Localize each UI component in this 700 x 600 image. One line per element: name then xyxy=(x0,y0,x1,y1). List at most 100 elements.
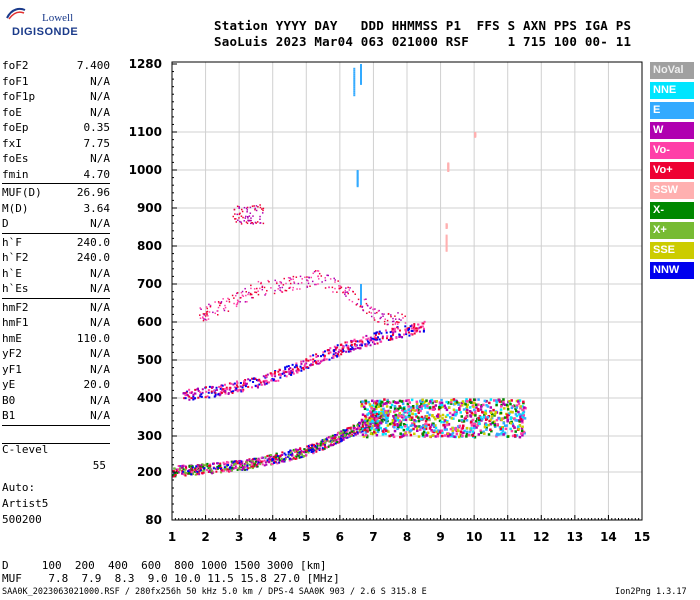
echo-point xyxy=(208,469,211,472)
echo-point xyxy=(407,398,410,402)
echo-point xyxy=(247,378,250,381)
echo-point xyxy=(376,420,379,423)
echo-point xyxy=(391,327,394,330)
echo-point xyxy=(460,401,464,405)
echo-point xyxy=(261,286,263,289)
echo-point xyxy=(220,384,223,387)
echo-point xyxy=(440,401,444,405)
echo-point xyxy=(384,329,387,332)
legend-item: X+ xyxy=(650,222,694,239)
echo-point xyxy=(268,454,271,457)
echo-point xyxy=(404,416,408,419)
echo-point xyxy=(379,416,382,419)
echo-point xyxy=(487,423,490,427)
echo-point xyxy=(506,416,509,419)
echo-point xyxy=(371,404,375,407)
echo-point xyxy=(372,341,375,344)
echo-point xyxy=(332,356,335,359)
echo-point xyxy=(284,366,287,369)
echo-point xyxy=(376,311,378,314)
echo-point xyxy=(393,429,397,433)
echo-point xyxy=(277,288,279,290)
echo-point xyxy=(276,282,278,285)
echo-point xyxy=(201,388,204,391)
echo-point xyxy=(505,403,509,407)
echo-streak xyxy=(353,82,356,85)
param-name: M(D) xyxy=(2,201,29,215)
echo-point xyxy=(506,405,510,408)
echo-point xyxy=(353,431,356,434)
echo-point xyxy=(254,221,257,224)
param-value: 55 xyxy=(92,458,106,472)
echo-point xyxy=(284,289,287,292)
echo-point xyxy=(210,391,213,394)
echo-point xyxy=(230,460,233,463)
echo-point xyxy=(398,333,401,336)
echo-point xyxy=(367,424,370,427)
echo-point xyxy=(341,435,344,438)
echo-point xyxy=(230,390,233,393)
echo-point xyxy=(332,437,335,440)
echo-point xyxy=(235,387,238,390)
x-tick-label: 4 xyxy=(269,530,277,544)
echo-point xyxy=(479,405,483,408)
echo-point xyxy=(262,222,265,225)
echo-point xyxy=(425,418,429,421)
echo-point xyxy=(434,435,438,438)
echo-point xyxy=(319,442,322,445)
echo-point xyxy=(493,412,497,416)
echo-point xyxy=(509,421,513,425)
echo-point xyxy=(279,286,281,289)
echo-point xyxy=(336,291,338,293)
echo-point xyxy=(362,309,365,312)
echo-point xyxy=(410,418,413,422)
echo-point xyxy=(283,277,285,280)
echo-point xyxy=(495,418,499,422)
echo-point xyxy=(421,417,424,421)
echo-point xyxy=(345,287,347,289)
echo-point xyxy=(255,457,258,460)
logo-text-digisonde: DIGISONDE xyxy=(12,26,79,38)
echo-point xyxy=(378,399,382,403)
echo-point xyxy=(241,210,244,213)
echo-point xyxy=(375,434,379,437)
echo-point xyxy=(309,358,312,361)
echo-point xyxy=(252,215,254,217)
echo-point xyxy=(432,405,435,409)
echo-point xyxy=(255,205,258,207)
echo-point xyxy=(465,430,469,434)
echo-point xyxy=(253,463,256,466)
echo-point xyxy=(438,401,442,404)
param-row: B0 N/A xyxy=(2,393,110,409)
echo-point xyxy=(330,443,333,446)
param-value: 7.75 xyxy=(83,136,111,150)
echo-point xyxy=(304,276,306,279)
param-divider xyxy=(2,183,110,184)
echo-point xyxy=(371,420,375,424)
echo-point xyxy=(508,412,511,415)
echo-streak xyxy=(360,288,362,291)
echo-point xyxy=(236,303,239,305)
echo-point xyxy=(369,336,372,339)
echo-point xyxy=(208,385,211,388)
echo-point xyxy=(459,411,462,414)
echo-point xyxy=(431,413,434,417)
echo-point xyxy=(252,377,255,380)
echo-point xyxy=(279,376,282,379)
echo-point xyxy=(270,373,273,376)
echo-point xyxy=(435,430,438,433)
echo-point xyxy=(245,294,247,297)
echo-point xyxy=(418,425,421,428)
y-tick-label: 400 xyxy=(137,391,162,405)
echo-point xyxy=(372,340,375,343)
echo-point xyxy=(238,207,240,209)
echo-point xyxy=(479,416,482,419)
echo-point xyxy=(217,466,220,469)
echo-point xyxy=(257,379,260,382)
echo-point xyxy=(331,356,334,359)
echo-point xyxy=(194,397,197,400)
echo-point xyxy=(474,412,477,415)
echo-point xyxy=(350,343,353,346)
echo-point xyxy=(299,275,302,278)
y-tick-label: 80 xyxy=(145,513,162,527)
